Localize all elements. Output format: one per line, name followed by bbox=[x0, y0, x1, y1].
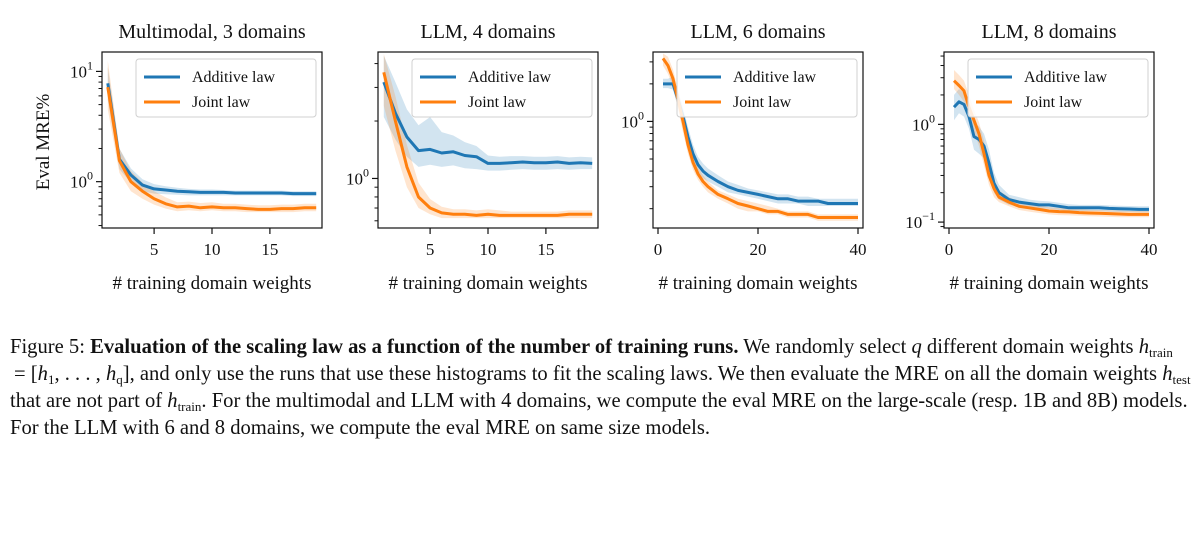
chart-panel-2: 100 5 10 15 LLM, 4 domains # training domain … bbox=[346, 21, 599, 294]
figure-caption: Figure 5: Evaluation of the scaling law … bbox=[10, 334, 1192, 442]
y-tick-label: 100 bbox=[70, 169, 93, 192]
panel-title: LLM, 4 domains bbox=[421, 21, 556, 43]
legend-label: Additive law bbox=[733, 69, 817, 86]
legend-label: Joint law bbox=[733, 94, 792, 111]
series-line-additive-law bbox=[952, 100, 1149, 211]
x-tick-label: 40 bbox=[1141, 240, 1158, 259]
caption-math-dots: , . . . , bbox=[54, 363, 101, 385]
caption-math-bracket: [ bbox=[30, 363, 38, 385]
caption-math-sub: train bbox=[177, 399, 202, 414]
caption-title: Evaluation of the scaling law as a funct… bbox=[90, 336, 739, 358]
legend-box bbox=[967, 58, 1149, 118]
y-tick-label: 100 bbox=[621, 108, 644, 131]
caption-math-h1: h bbox=[37, 363, 48, 385]
chart-panel-3: 100 0 20 40 LLM, 6 domains # training domain … bbox=[621, 21, 867, 294]
legend-label: Additive law bbox=[1024, 69, 1108, 86]
plot-frame bbox=[652, 51, 864, 229]
plot-frame bbox=[943, 51, 1155, 229]
caption-math-sub: 1 bbox=[47, 372, 55, 387]
plot-frame bbox=[377, 51, 599, 229]
caption-text: We randomly select bbox=[743, 336, 907, 358]
legend-label: Additive law bbox=[192, 69, 276, 86]
series-line-joint-law bbox=[106, 86, 317, 211]
series-line-joint-law bbox=[661, 57, 858, 219]
x-tick-label: 20 bbox=[750, 240, 767, 259]
confidence-band-additive-law bbox=[663, 76, 858, 206]
x-tick-label: 20 bbox=[1041, 240, 1058, 259]
legend-label: Additive law bbox=[468, 69, 552, 86]
caption-math-hq: h bbox=[105, 363, 117, 385]
y-tick-label: 100 bbox=[346, 165, 369, 188]
x-tick-label: 15 bbox=[261, 240, 278, 259]
x-tick-label: 10 bbox=[480, 240, 497, 259]
x-axis-label: # training domain weights bbox=[113, 273, 312, 294]
caption-text: . For the multimodal and LLM with 4 doma… bbox=[10, 390, 1188, 439]
legend-label: Joint law bbox=[192, 94, 251, 111]
x-tick-label: 0 bbox=[654, 240, 663, 259]
chart-panel-4: 10−1 100 0 20 40 LLM, 8 domains # training dom… bbox=[905, 21, 1157, 294]
legend-box bbox=[411, 58, 593, 118]
caption-math-sub: train bbox=[1149, 345, 1173, 360]
panel-title: Multimodal, 3 domains bbox=[118, 21, 305, 43]
caption-math-q: q bbox=[911, 336, 922, 358]
plot-frame bbox=[101, 51, 323, 229]
series-line-additive-law bbox=[106, 83, 317, 196]
x-tick-label: 15 bbox=[537, 240, 554, 259]
caption-math-h: h bbox=[1138, 336, 1150, 358]
caption-text: different domain weights bbox=[926, 336, 1134, 358]
x-tick-label: 10 bbox=[204, 240, 221, 259]
y-axis-label: Eval MRE% bbox=[33, 94, 54, 191]
caption-text: and only use the runs that use these his… bbox=[139, 363, 1158, 385]
panel-title: LLM, 8 domains bbox=[982, 21, 1117, 43]
caption-math-eq: = bbox=[14, 363, 26, 385]
legend-label: Joint law bbox=[468, 94, 527, 111]
caption-prefix: Figure 5: bbox=[10, 336, 85, 358]
y-tick-label: 100 bbox=[912, 111, 935, 134]
x-axis-label: # training domain weights bbox=[950, 273, 1149, 294]
caption-math-h: h bbox=[1162, 363, 1173, 385]
legend-label: Joint law bbox=[1024, 94, 1083, 111]
caption-math-sub: q bbox=[116, 372, 123, 387]
y-tick-label: 101 bbox=[70, 58, 93, 81]
series-line-joint-law bbox=[952, 79, 1149, 216]
legend-box bbox=[135, 58, 317, 118]
legend-box bbox=[676, 58, 858, 118]
x-tick-label: 40 bbox=[850, 240, 867, 259]
panel-title: LLM, 6 domains bbox=[691, 21, 826, 43]
series-line-additive-law bbox=[382, 81, 593, 165]
x-tick-label: 5 bbox=[150, 240, 159, 259]
caption-math-h: h bbox=[167, 390, 178, 412]
caption-text: that are not part of bbox=[10, 390, 163, 412]
caption-math-bracket: ], bbox=[122, 363, 135, 385]
x-axis-label: # training domain weights bbox=[659, 273, 858, 294]
y-tick-label: 10−1 bbox=[905, 209, 935, 232]
caption-math-sub: test bbox=[1172, 372, 1191, 387]
confidence-band-additive-law bbox=[383, 55, 593, 171]
series-line-joint-law bbox=[382, 71, 593, 217]
x-tick-label: 0 bbox=[945, 240, 954, 259]
x-tick-label: 5 bbox=[426, 240, 435, 259]
x-axis-label: # training domain weights bbox=[389, 273, 588, 294]
